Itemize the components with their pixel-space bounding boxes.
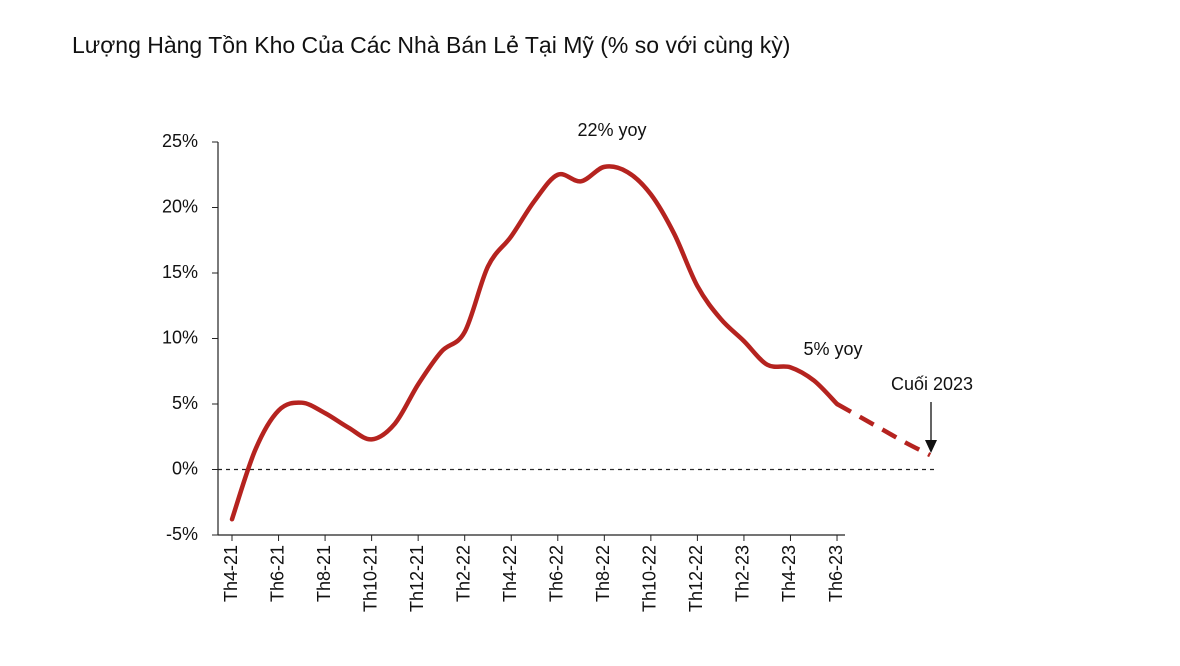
x-tick-label: Th2-22	[453, 545, 473, 602]
y-tick-label: 5%	[172, 393, 198, 413]
x-tick-label: Th12-22	[686, 545, 706, 612]
y-tick-label: 0%	[172, 458, 198, 478]
y-tick-label: 15%	[162, 262, 198, 282]
annotation: 22% yoy	[577, 120, 646, 140]
line-series	[835, 402, 932, 458]
x-tick-label: Th10-21	[360, 545, 380, 612]
annotation: Cuối 2023	[891, 374, 973, 394]
y-tick-label: 20%	[162, 196, 198, 216]
chart-title: Lượng Hàng Tồn Kho Của Các Nhà Bán Lẻ Tạ…	[72, 32, 790, 58]
y-tick-label: 25%	[162, 131, 198, 151]
x-tick-label: Th8-21	[314, 545, 334, 602]
x-tick-label: Th4-22	[500, 545, 520, 602]
x-tick-label: Th10-22	[640, 545, 660, 612]
x-tick-label: Th8-22	[593, 545, 613, 602]
x-tick-label: Th6-22	[547, 545, 567, 602]
x-tick-label: Th6-23	[826, 545, 846, 602]
x-tick-label: Th4-23	[779, 545, 799, 602]
y-tick-label: 10%	[162, 327, 198, 347]
line-series	[229, 164, 840, 522]
x-tick-label: Th2-23	[733, 545, 753, 602]
x-tick-label: Th4-21	[221, 545, 241, 602]
x-tick-label: Th6-21	[267, 545, 287, 602]
annotation: 5% yoy	[803, 339, 862, 359]
y-tick-label: -5%	[166, 524, 198, 544]
arrow-head	[925, 440, 937, 453]
x-tick-label: Th12-21	[407, 545, 427, 612]
